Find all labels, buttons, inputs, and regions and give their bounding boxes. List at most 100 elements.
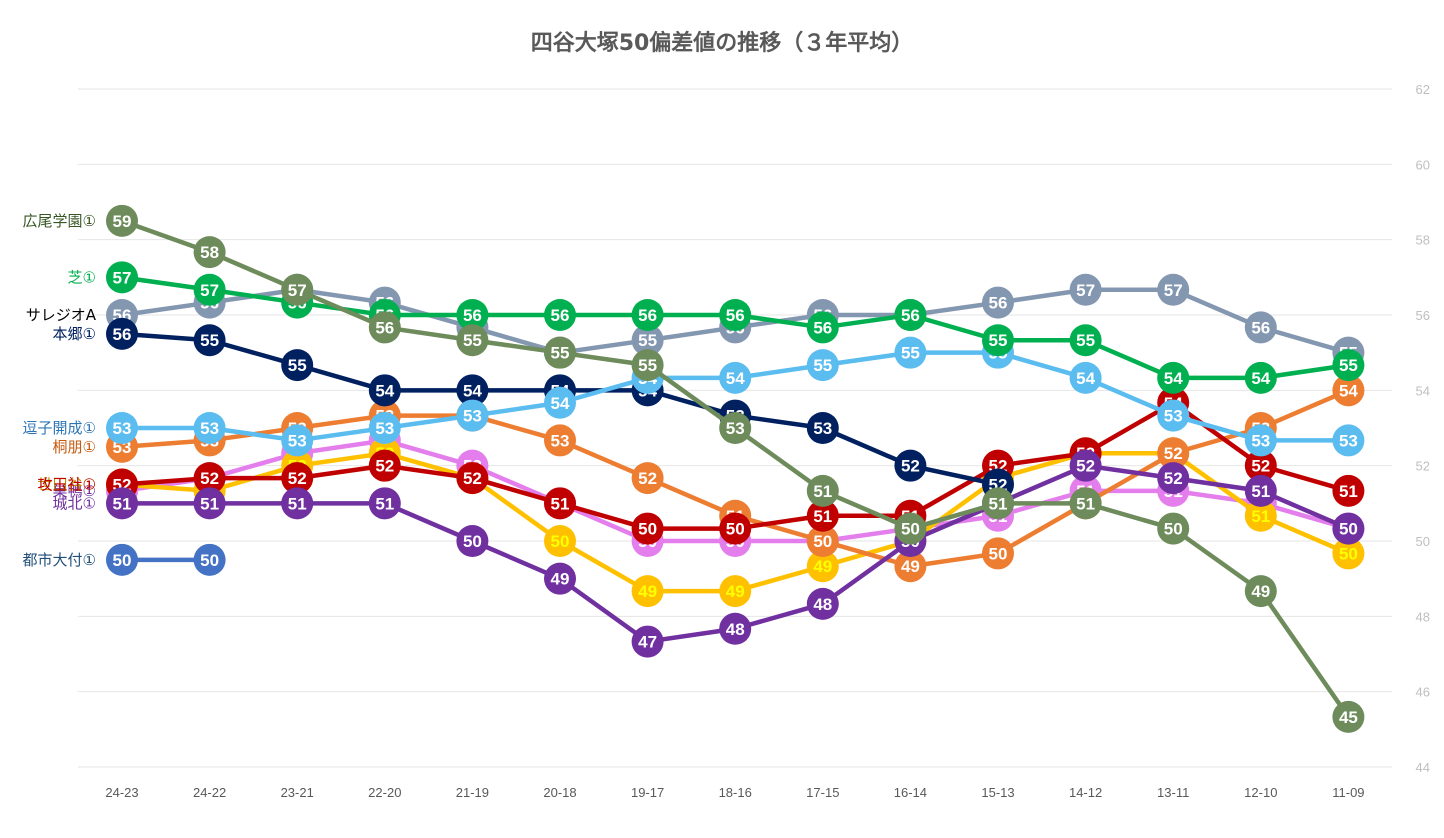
x-tick-label: 15-13	[981, 785, 1014, 800]
data-point	[1244, 499, 1277, 532]
data-label: 50	[989, 544, 1008, 563]
x-tick-label: 13-11	[1157, 785, 1189, 800]
data-point	[806, 587, 839, 620]
y-tick-label: 60	[1416, 157, 1430, 172]
data-point	[1069, 273, 1102, 306]
data-label: 55	[1339, 356, 1358, 375]
x-tick-label: 17-15	[806, 785, 839, 800]
data-label: 57	[1076, 281, 1095, 300]
data-label: 50	[901, 520, 920, 539]
data-label: 54	[1339, 381, 1358, 400]
data-point	[544, 336, 576, 369]
data-label: 52	[901, 457, 920, 476]
data-point	[281, 487, 314, 520]
data-point	[894, 336, 927, 369]
data-label: 51	[375, 494, 394, 513]
data-point	[631, 512, 664, 545]
data-point	[894, 449, 927, 482]
y-tick-label: 54	[1416, 383, 1430, 398]
data-label: 53	[288, 431, 307, 450]
series-name-label: 巣鴨①	[53, 482, 96, 500]
data-point	[368, 311, 401, 344]
data-point	[456, 299, 489, 331]
data-label: 56	[375, 318, 394, 337]
data-label: 51	[551, 494, 570, 513]
data-point	[982, 537, 1014, 570]
data-point	[1244, 575, 1277, 608]
data-point	[193, 487, 226, 520]
data-label: 50	[1339, 544, 1358, 563]
data-point	[1157, 399, 1190, 432]
data-point	[106, 261, 138, 294]
data-label: 58	[200, 243, 219, 262]
data-label: 54	[551, 394, 570, 413]
data-point	[631, 324, 664, 357]
data-point	[106, 317, 138, 350]
data-label: 55	[288, 356, 307, 375]
data-point	[193, 543, 226, 576]
series-name-label: 逗子開成①	[23, 419, 96, 437]
data-point	[1157, 273, 1190, 306]
series-name-label: 城北①	[53, 494, 96, 512]
data-label: 56	[1251, 318, 1270, 337]
data-point	[1332, 512, 1365, 545]
x-tick-label: 11-09	[1332, 785, 1364, 800]
data-point	[894, 550, 927, 583]
data-label: 51	[813, 482, 832, 501]
data-point	[1069, 361, 1102, 394]
data-point	[719, 361, 752, 394]
data-label: 49	[638, 582, 657, 601]
data-point	[806, 499, 839, 532]
data-point	[894, 512, 927, 545]
data-point	[193, 236, 226, 269]
y-axis-ticks: 44 46 48 50 52 54 56 58 60 62	[1416, 82, 1430, 775]
data-point	[719, 575, 752, 608]
data-point	[456, 324, 489, 357]
data-label: 55	[200, 331, 219, 350]
data-label: 55	[813, 356, 832, 375]
data-point	[982, 324, 1014, 357]
series-1: 50 50	[106, 543, 226, 576]
x-axis-ticks: 24-23 24-22 23-21 22-20 21-19 20-18 19-17 18-16…	[105, 785, 1364, 800]
data-point	[544, 299, 576, 331]
data-label: 59	[113, 212, 132, 231]
data-point	[806, 412, 839, 444]
data-label: 51	[1251, 507, 1270, 526]
data-point	[1069, 324, 1102, 357]
data-point	[1332, 474, 1365, 507]
data-point	[106, 412, 138, 444]
data-point	[193, 412, 226, 444]
data-label: 50	[726, 520, 745, 539]
data-label: 55	[989, 331, 1008, 350]
data-label: 51	[200, 494, 219, 513]
data-point	[1069, 487, 1102, 520]
data-label: 56	[901, 306, 920, 325]
data-label: 51	[113, 494, 132, 513]
data-point	[631, 462, 664, 495]
series-10: 59 58 57 56 55 55 55 53 51 50 51 51 50 49 45	[106, 204, 1365, 733]
data-label: 51	[813, 507, 832, 526]
data-point	[1332, 537, 1365, 570]
data-label: 57	[1164, 281, 1183, 300]
data-point	[544, 562, 576, 595]
data-point	[456, 525, 489, 557]
data-point	[1157, 462, 1190, 495]
data-point	[1157, 361, 1190, 394]
series-lines: 56 56 57 56 56 55 55 56 56 56 56 57 57 56 55 50 50 51 52 52…	[106, 204, 1365, 733]
y-tick-label: 56	[1416, 308, 1430, 323]
data-label: 49	[1251, 582, 1270, 601]
data-label: 57	[113, 268, 132, 287]
data-label: 50	[113, 551, 132, 570]
x-tick-label: 24-22	[193, 785, 226, 800]
data-label: 55	[638, 356, 657, 375]
data-label: 56	[463, 306, 482, 325]
data-label: 51	[1339, 482, 1358, 501]
data-label: 48	[726, 620, 745, 639]
data-label: 48	[813, 595, 832, 614]
data-point	[806, 474, 839, 507]
data-point	[631, 625, 664, 658]
data-point	[281, 462, 314, 495]
data-point	[1244, 474, 1277, 507]
